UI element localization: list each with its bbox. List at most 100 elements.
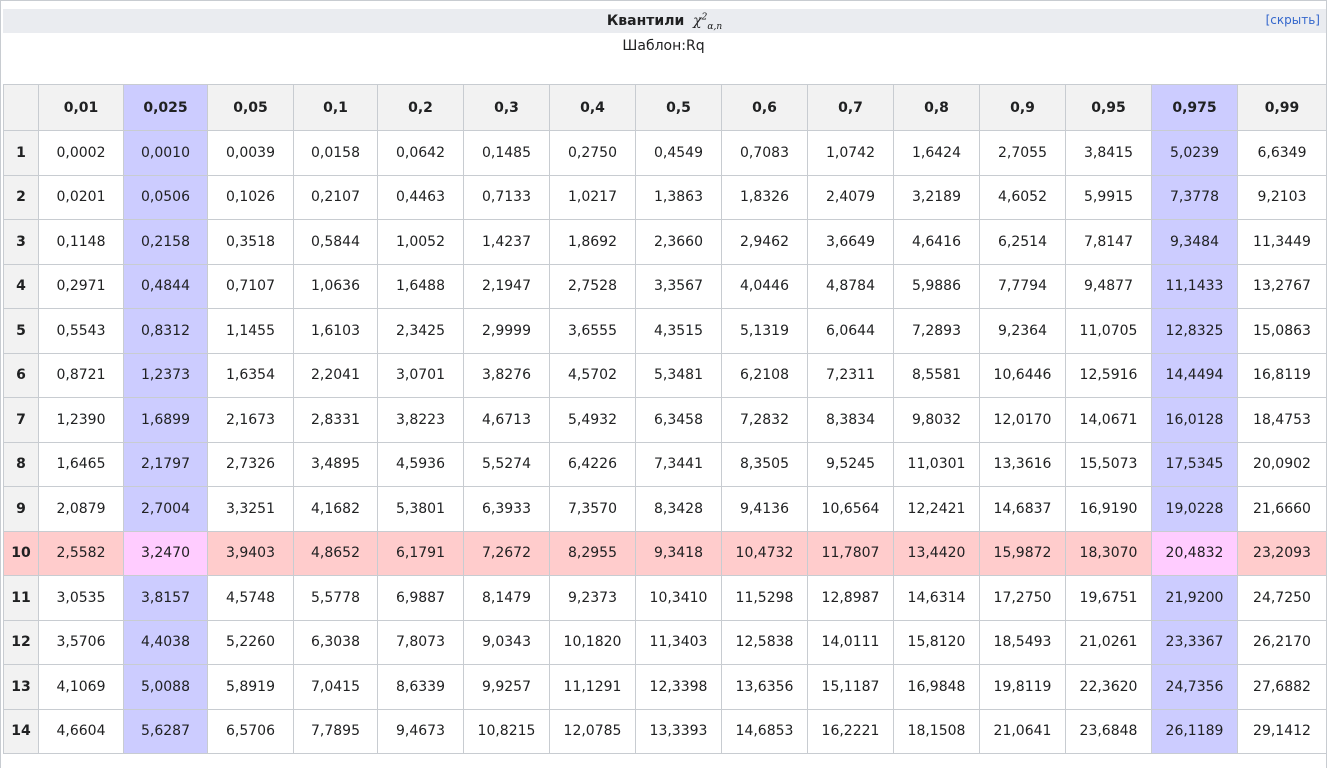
- hide-toggle-link[interactable]: [скрыть]: [1265, 13, 1320, 27]
- quantile-cell: 0,5844: [293, 219, 378, 265]
- quantile-cell: 4,0446: [721, 263, 808, 309]
- quantile-cell: 2,9462: [721, 219, 808, 265]
- quantile-cell: 1,0217: [549, 174, 636, 220]
- math-subscript: α,n: [707, 21, 723, 32]
- quantile-cell: 18,3070: [1065, 530, 1152, 576]
- quantile-cell: 8,3505: [721, 441, 808, 487]
- quantile-cell: 16,9190: [1065, 486, 1152, 532]
- quantile-cell: 13,6356: [721, 664, 808, 710]
- quantile-cell: 21,0261: [1065, 619, 1152, 665]
- row-header-n: 12: [3, 619, 39, 665]
- quantile-cell: 0,4844: [123, 263, 208, 309]
- quantile-cell: 20,0902: [1237, 441, 1327, 487]
- quantile-cell: 2,7055: [979, 130, 1066, 176]
- quantile-cell: 4,6416: [893, 219, 980, 265]
- quantile-cell: 2,7004: [123, 486, 208, 532]
- quantile-cell: 0,7083: [721, 130, 808, 176]
- quantile-cell: 10,6446: [979, 352, 1066, 398]
- quantile-cell: 0,0002: [38, 130, 124, 176]
- column-header-alpha: 0,95: [1065, 84, 1152, 131]
- quantile-cell: 8,1479: [463, 575, 550, 621]
- quantile-cell: 1,8692: [549, 219, 636, 265]
- quantile-cell: 4,5702: [549, 352, 636, 398]
- table-row: 11 3,0535 3,8157 4,5748 5,5778 6,9887 8,1479 9,…: [3, 575, 1327, 621]
- quantile-cell: 19,6751: [1065, 575, 1152, 621]
- quantile-cell: 15,0863: [1237, 308, 1327, 354]
- quantile-cell: 1,2373: [123, 352, 208, 398]
- quantile-cell: 7,7794: [979, 263, 1066, 309]
- quantile-cell: 8,5581: [893, 352, 980, 398]
- quantile-cell: 3,8223: [377, 397, 464, 443]
- quantile-cell: 11,0301: [893, 441, 980, 487]
- row-header-n: 8: [3, 441, 39, 487]
- quantile-cell: 4,5748: [207, 575, 294, 621]
- quantile-cell: 9,2364: [979, 308, 1066, 354]
- quantile-cell: 7,3441: [635, 441, 722, 487]
- row-header-n: 9: [3, 486, 39, 532]
- row-header-n: 10: [3, 530, 39, 576]
- quantile-cell: 12,8325: [1151, 308, 1238, 354]
- quantile-cell: 2,1673: [207, 397, 294, 443]
- quantile-cell: 22,3620: [1065, 664, 1152, 710]
- quantile-cell: 1,8326: [721, 174, 808, 220]
- table-row: 8 1,6465 2,1797 2,7326 3,4895 4,5936 5,5274 6,4…: [3, 441, 1327, 487]
- quantile-cell: 5,1319: [721, 308, 808, 354]
- quantile-cell: 0,8721: [38, 352, 124, 398]
- row-header-n: 3: [3, 219, 39, 265]
- quantile-cell: 15,9872: [979, 530, 1066, 576]
- quantile-cell: 1,2390: [38, 397, 124, 443]
- quantile-cell: 2,8331: [293, 397, 378, 443]
- quantile-cell: 6,3933: [463, 486, 550, 532]
- quantile-cell: 5,3481: [635, 352, 722, 398]
- quantile-cell: 10,6564: [807, 486, 894, 532]
- quantile-cell: 11,1433: [1151, 263, 1238, 309]
- corner-header-cell: [3, 84, 39, 131]
- quantile-cell: 16,9848: [893, 664, 980, 710]
- quantile-cell: 4,3515: [635, 308, 722, 354]
- template-label: Шаблон:Rq: [622, 38, 705, 54]
- quantile-cell: 12,8987: [807, 575, 894, 621]
- quantile-cell: 24,7250: [1237, 575, 1327, 621]
- quantile-cell: 8,3428: [635, 486, 722, 532]
- quantile-cell: 12,0785: [549, 708, 636, 754]
- quantile-cell: 6,4226: [549, 441, 636, 487]
- quantile-table: 0,01 0,025 0,05 0,1 0,2 0,3 0,4 0,5 0,6 0,7 0,8 0,9…: [3, 84, 1327, 754]
- quantile-cell: 0,2750: [549, 130, 636, 176]
- quantile-cell: 13,3393: [635, 708, 722, 754]
- quantile-cell: 19,0228: [1151, 486, 1238, 532]
- quantile-cell: 4,5936: [377, 441, 464, 487]
- navbox-title: Квантили χ2α,n: [3, 9, 1326, 33]
- quantile-cell: 0,0158: [293, 130, 378, 176]
- quantile-cell: 8,6339: [377, 664, 464, 710]
- column-header-alpha: 0,1: [293, 84, 378, 131]
- quantile-cell: 0,7107: [207, 263, 294, 309]
- quantile-cell: 2,4079: [807, 174, 894, 220]
- quantile-cell: 0,2107: [293, 174, 378, 220]
- table-header-row: 0,01 0,025 0,05 0,1 0,2 0,3 0,4 0,5 0,6 0,7 0,8 0,9…: [3, 84, 1327, 131]
- quantile-cell: 7,7895: [293, 708, 378, 754]
- row-header-n: 13: [3, 664, 39, 710]
- quantile-cell: 4,8652: [293, 530, 378, 576]
- quantile-cell: 5,5274: [463, 441, 550, 487]
- table-row: 14 4,6604 5,6287 6,5706 7,7895 9,4673 10,8215 1…: [3, 708, 1327, 754]
- quantile-cell: 1,4237: [463, 219, 550, 265]
- quantile-cell: 5,2260: [207, 619, 294, 665]
- math-base: χ: [693, 13, 702, 29]
- quantile-cell: 3,8276: [463, 352, 550, 398]
- quantile-cell: 18,1508: [893, 708, 980, 754]
- quantile-cell: 0,4463: [377, 174, 464, 220]
- column-header-alpha: 0,6: [721, 84, 808, 131]
- column-header-alpha: 0,3: [463, 84, 550, 131]
- quantile-cell: 12,2421: [893, 486, 980, 532]
- quantile-cell: 0,0506: [123, 174, 208, 220]
- quantile-cell: 8,2955: [549, 530, 636, 576]
- quantile-cell: 7,0415: [293, 664, 378, 710]
- quantile-cell: 6,3458: [635, 397, 722, 443]
- quantile-cell: 3,3567: [635, 263, 722, 309]
- row-header-n: 11: [3, 575, 39, 621]
- quantile-cell: 0,1026: [207, 174, 294, 220]
- quantile-cell: 0,2158: [123, 219, 208, 265]
- column-header-alpha: 0,025: [123, 84, 208, 131]
- quantile-cell: 14,6314: [893, 575, 980, 621]
- quantile-cell: 3,0701: [377, 352, 464, 398]
